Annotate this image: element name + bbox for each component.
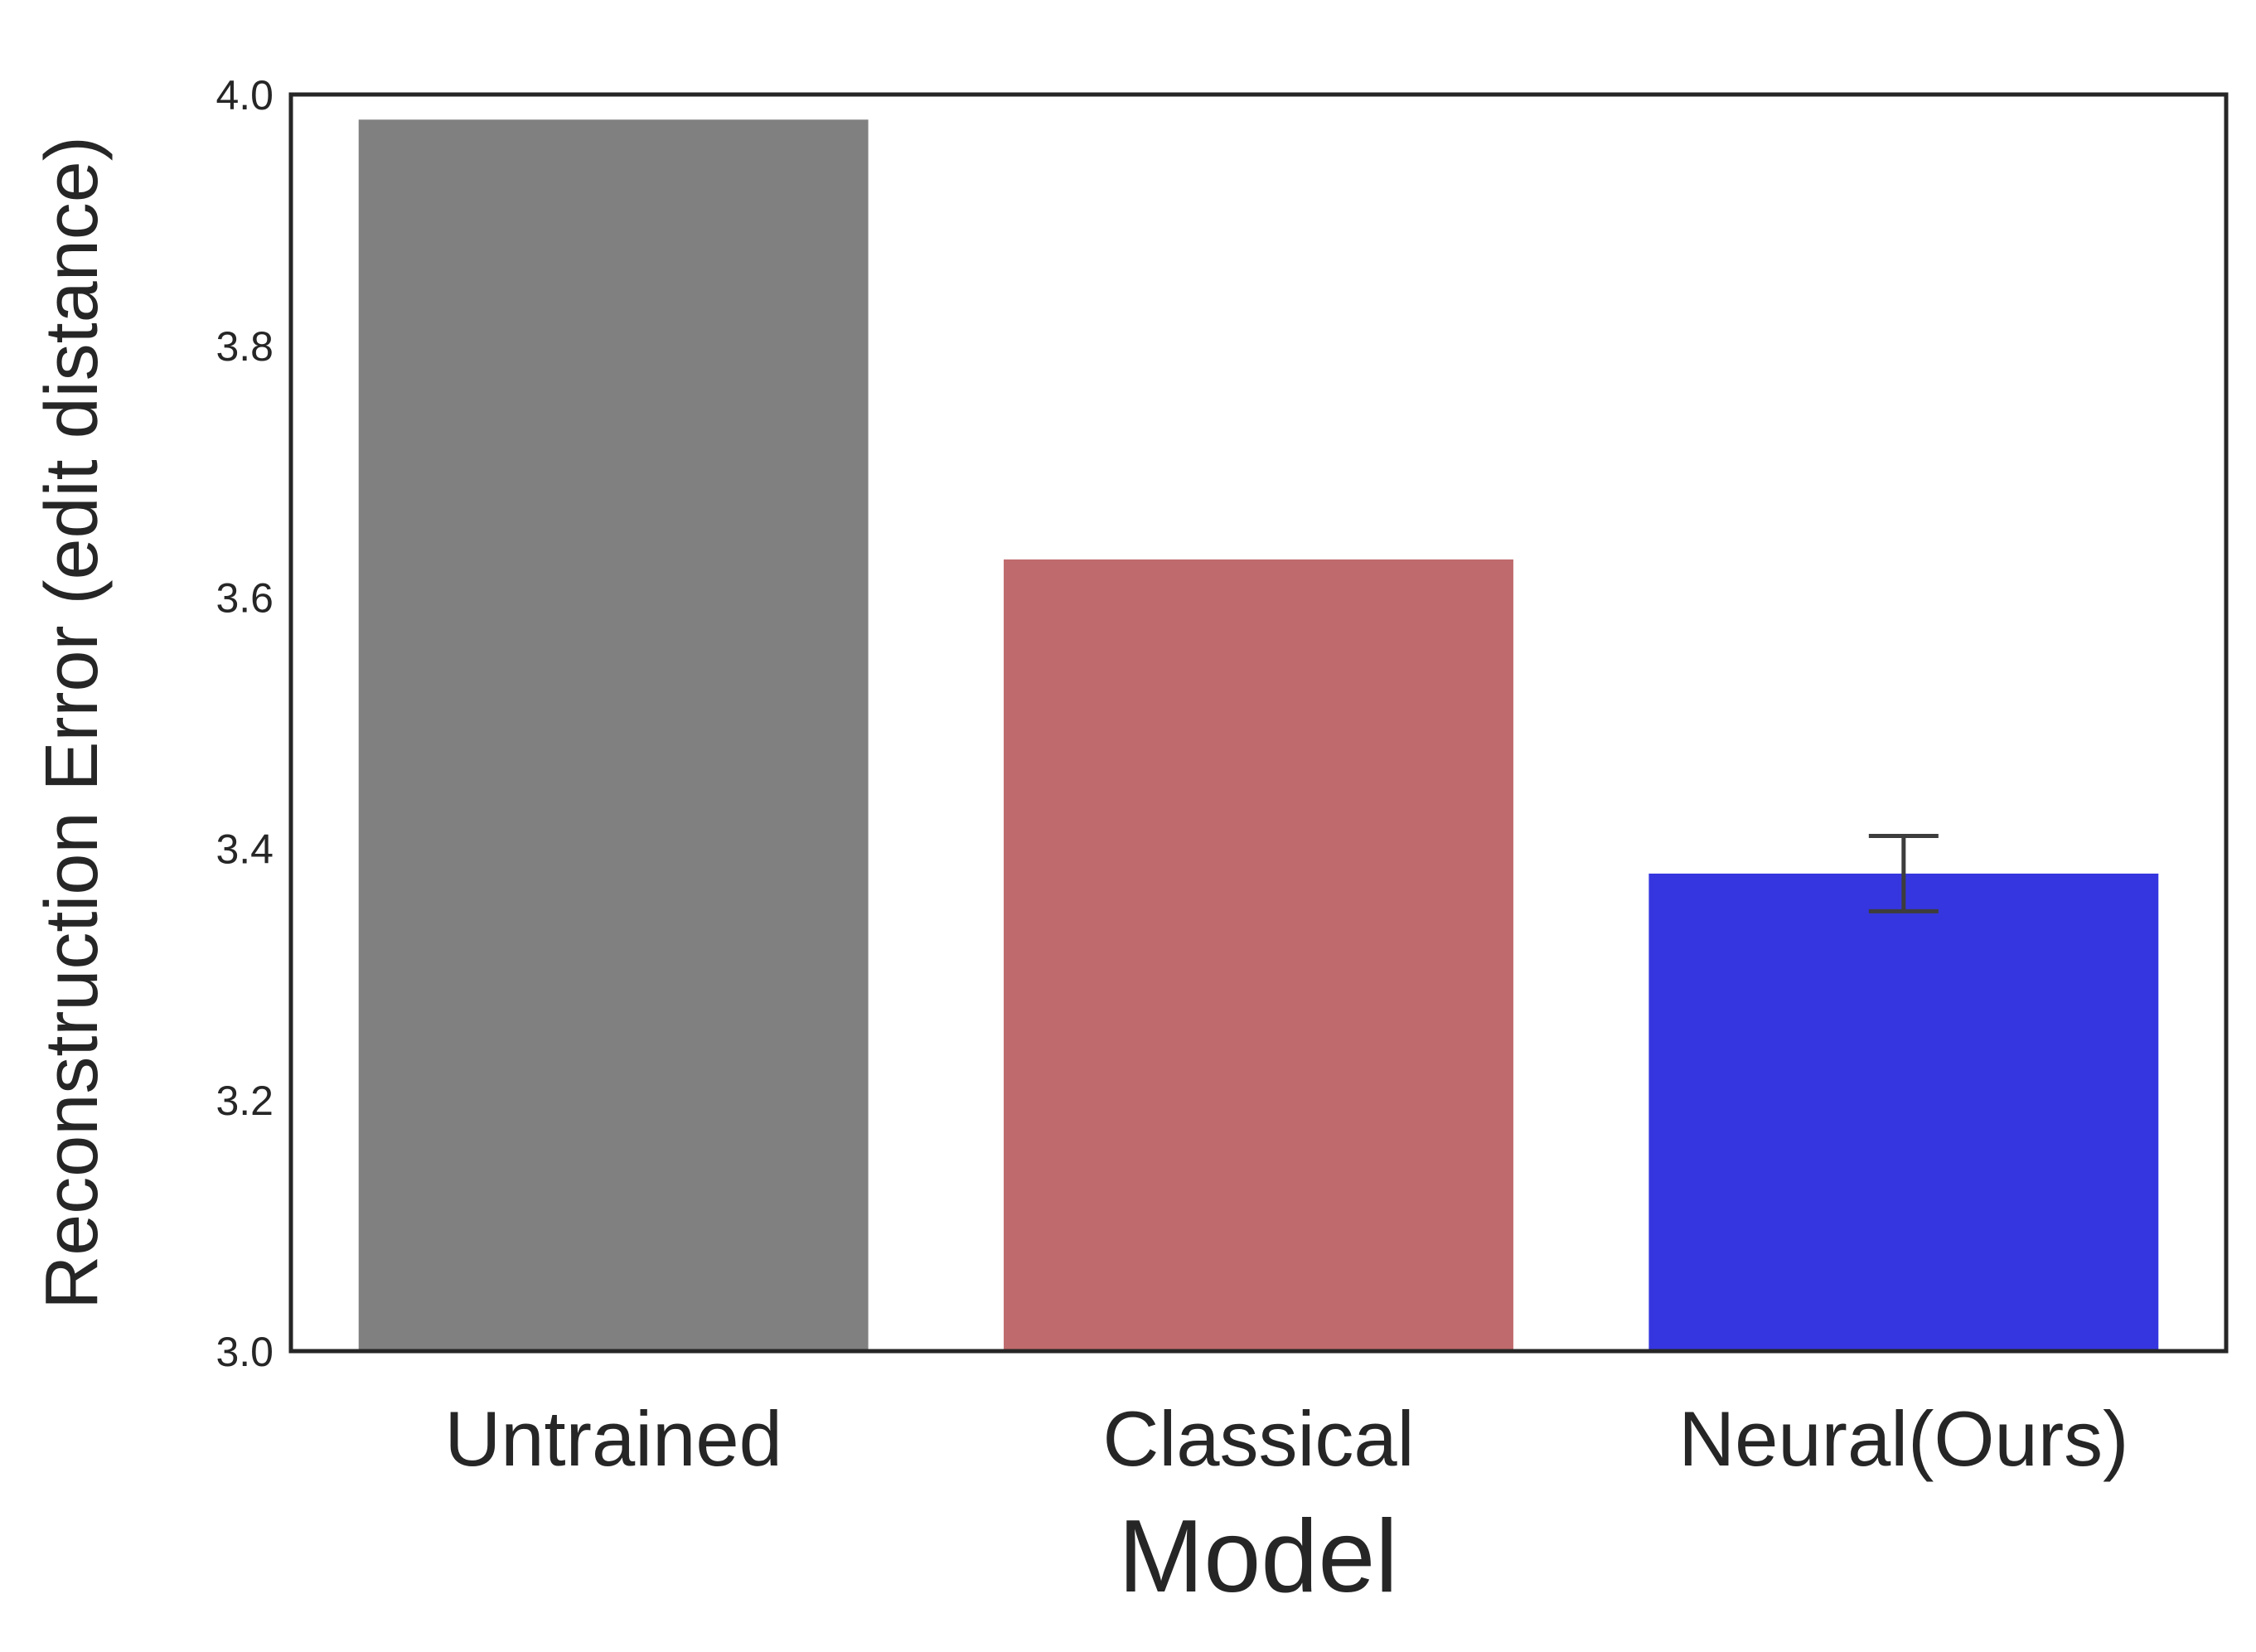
x-tick-labels: Untrained Classical Neural(Ours): [444, 1395, 2128, 1482]
error-bars-group: [1868, 833, 1939, 913]
bar-neural-ours: [1648, 873, 2159, 1351]
bar-untrained: [358, 119, 869, 1351]
y-tick-label: 3.4: [215, 826, 274, 873]
x-tick-label-untrained: Untrained: [444, 1395, 782, 1482]
x-tick-label-classical: Classical: [1102, 1395, 1414, 1482]
y-tick-label: 3.2: [215, 1078, 274, 1124]
y-axis-title: Reconstruction Error (edit distance): [31, 136, 114, 1310]
y-tick-label: 3.0: [215, 1329, 274, 1375]
x-tick-label-neural-ours: Neural(Ours): [1678, 1395, 2128, 1482]
y-tick-label: 4.0: [215, 72, 274, 119]
x-axis-title: Model: [1118, 1499, 1398, 1614]
y-tick-label: 3.6: [215, 574, 274, 621]
bar-classical: [1004, 559, 1513, 1351]
y-tick-labels: 3.0 3.2 3.4 3.6 3.8 4.0: [215, 72, 274, 1375]
bars-group: [358, 119, 2159, 1351]
plot-frame: [288, 92, 2229, 1354]
y-tick-label: 3.8: [215, 323, 274, 370]
error-bar-neural-ours: [1868, 833, 1939, 913]
